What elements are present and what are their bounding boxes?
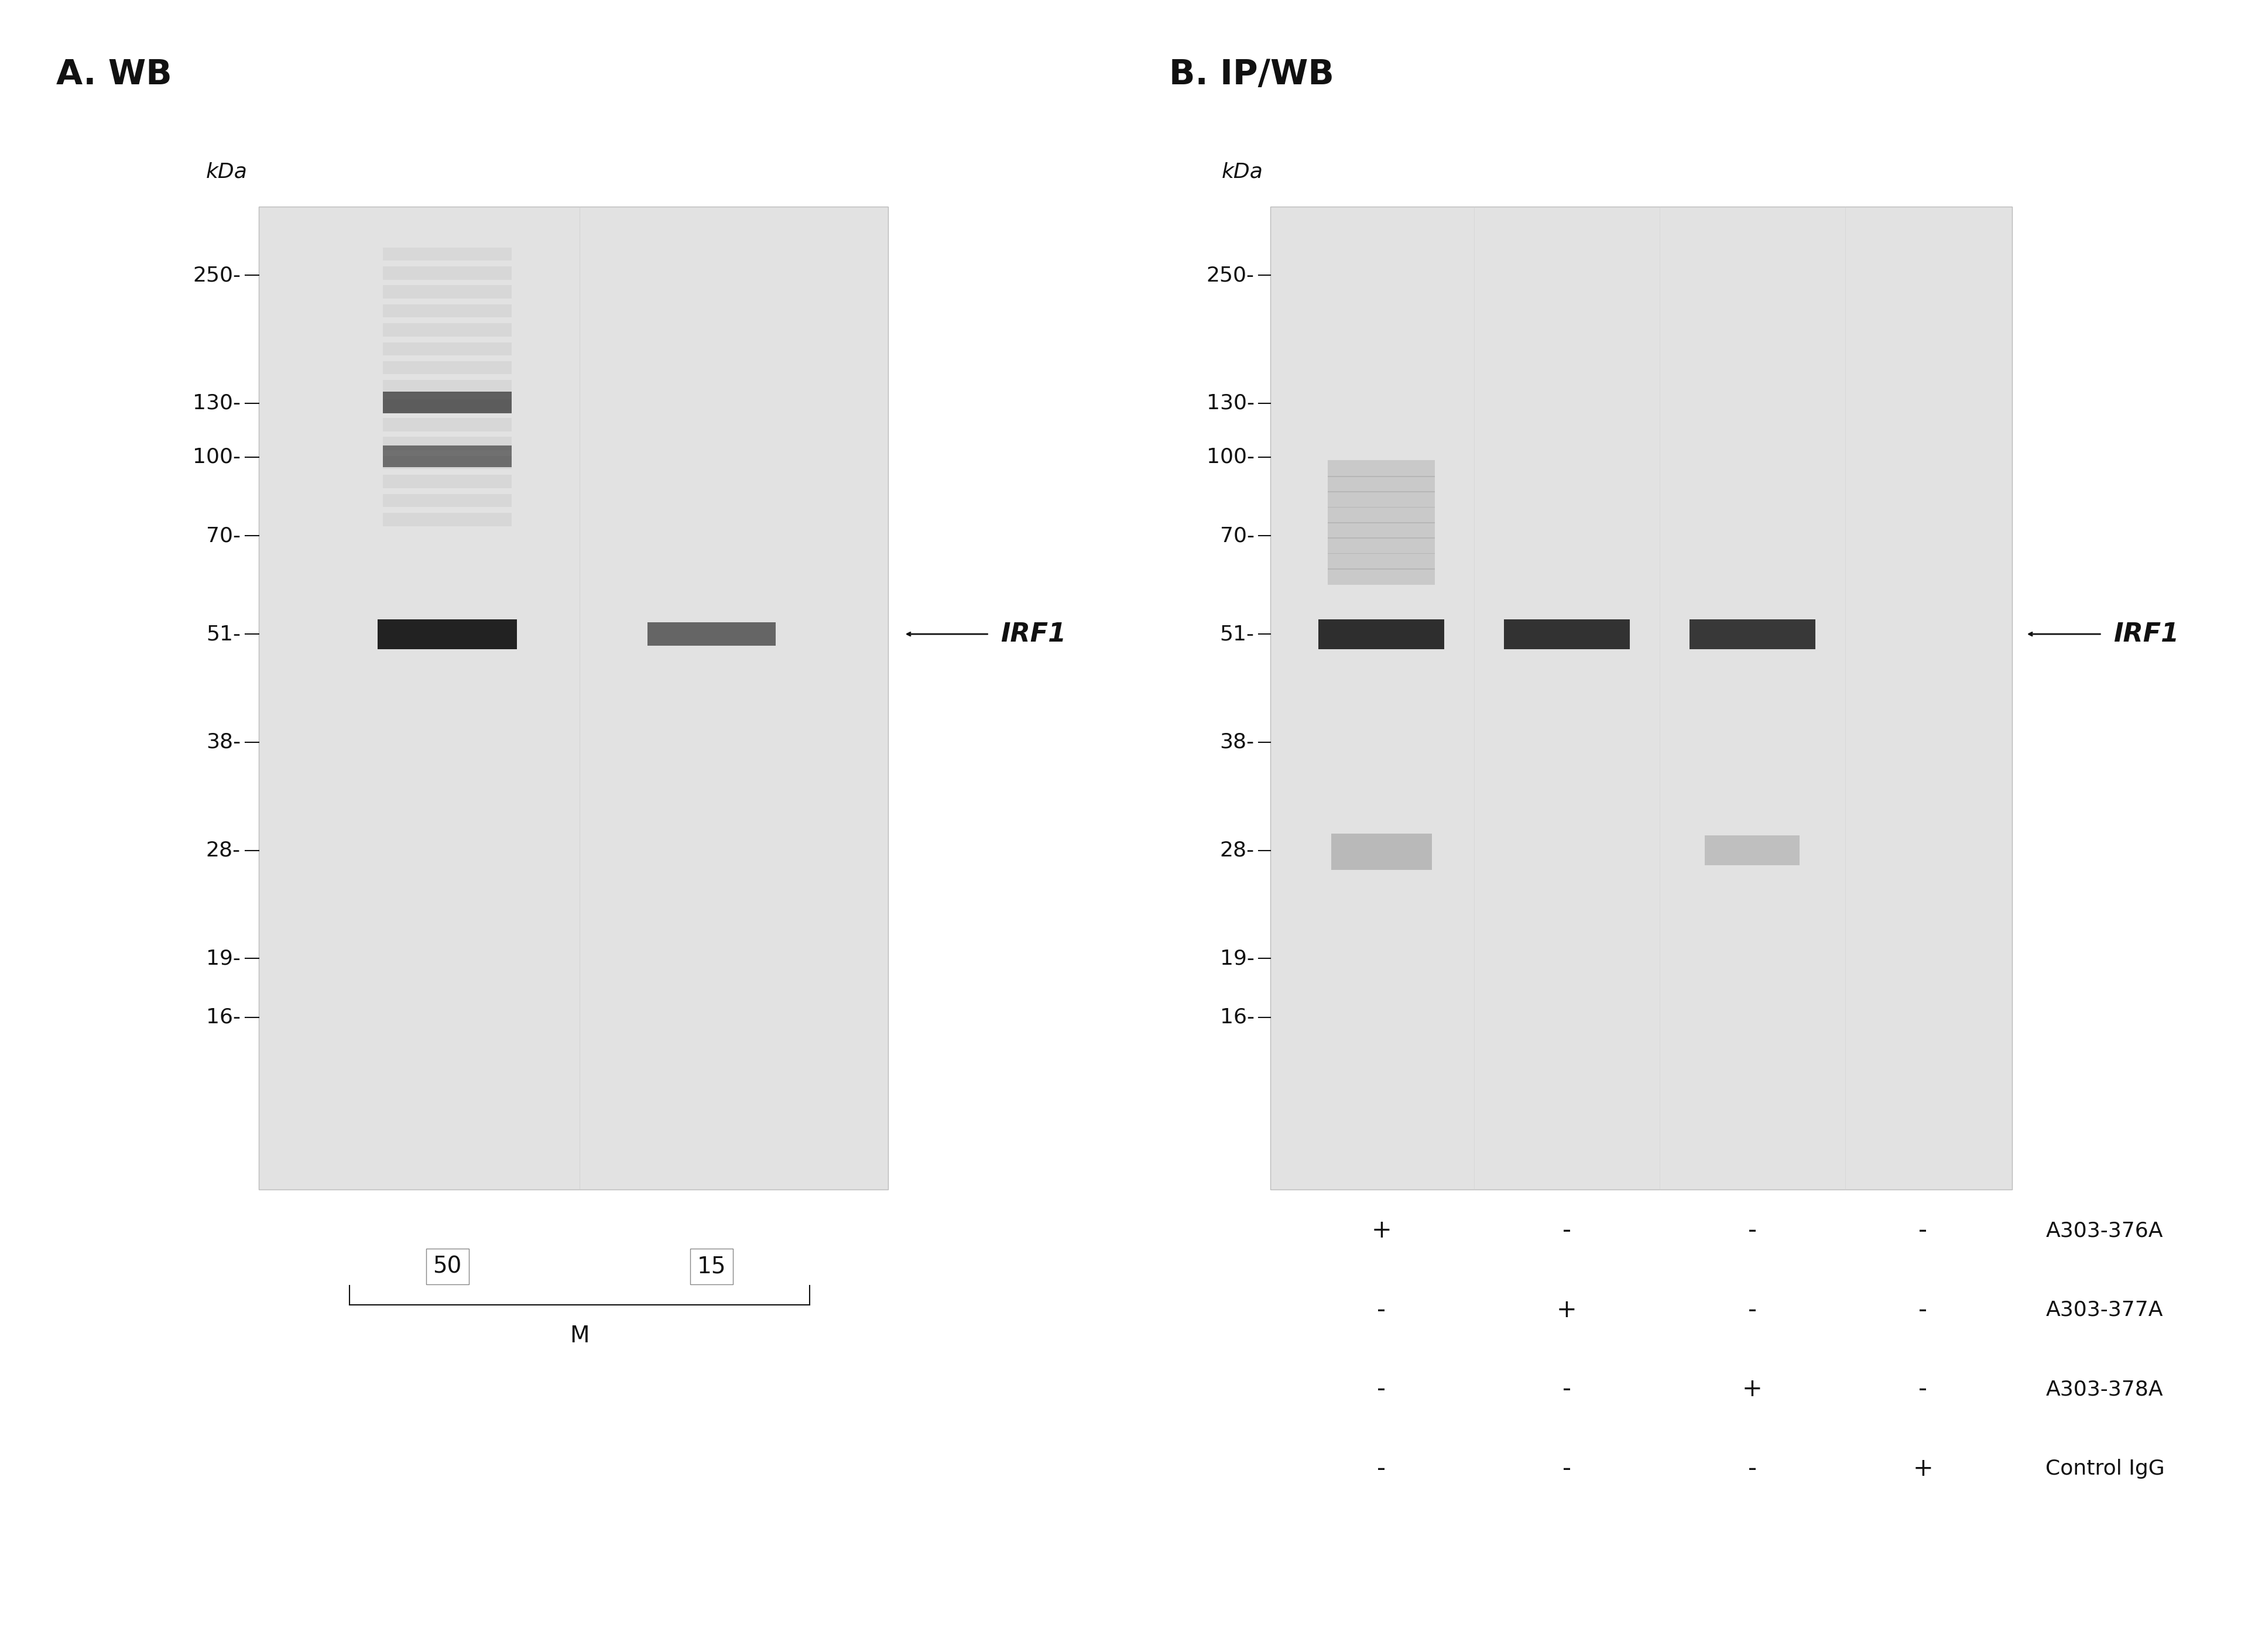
Bar: [1317, 620, 1445, 649]
Text: 50: 50: [434, 1256, 461, 1277]
Bar: [382, 248, 513, 261]
Bar: [1329, 461, 1434, 477]
Bar: [1704, 836, 1801, 866]
Bar: [382, 400, 513, 413]
Bar: [1504, 620, 1630, 649]
Text: A. WB: A. WB: [56, 58, 171, 91]
Text: kDa: kDa: [1223, 162, 1263, 182]
Bar: [382, 418, 513, 431]
Text: +: +: [1371, 1219, 1392, 1242]
Bar: [382, 380, 513, 393]
Text: IRF1: IRF1: [1000, 621, 1066, 646]
Text: -: -: [1749, 1219, 1756, 1242]
Text: -: -: [1562, 1378, 1571, 1401]
Text: -: -: [1749, 1298, 1756, 1322]
Bar: [382, 438, 513, 451]
Bar: [382, 494, 513, 507]
Text: 16-: 16-: [1221, 1008, 1254, 1028]
Bar: [647, 623, 776, 646]
Bar: [382, 304, 513, 317]
Text: 100-: 100-: [193, 448, 241, 468]
Text: Control IgG: Control IgG: [2046, 1459, 2165, 1479]
Bar: [382, 342, 513, 355]
Text: 28-: 28-: [1221, 841, 1254, 861]
Bar: [1270, 206, 2012, 1189]
Text: 250-: 250-: [1207, 266, 1254, 286]
Text: -: -: [1918, 1378, 1927, 1401]
Text: +: +: [1556, 1298, 1578, 1322]
Text: 19-: 19-: [1221, 948, 1254, 968]
Bar: [382, 392, 513, 413]
Text: +: +: [1913, 1457, 1933, 1480]
Text: 38-: 38-: [207, 732, 241, 752]
Text: -: -: [1378, 1457, 1385, 1480]
Bar: [259, 206, 888, 1189]
Bar: [1688, 620, 1816, 649]
Text: -: -: [1378, 1298, 1385, 1322]
Text: 15: 15: [697, 1256, 726, 1277]
Text: kDa: kDa: [207, 162, 247, 182]
Text: A303-376A: A303-376A: [2046, 1221, 2163, 1241]
Text: -: -: [1562, 1457, 1571, 1480]
Text: IRF1: IRF1: [2113, 621, 2178, 646]
Bar: [382, 324, 513, 337]
Bar: [382, 286, 513, 299]
Text: 16-: 16-: [207, 1008, 241, 1028]
Text: 100-: 100-: [1207, 448, 1254, 468]
Bar: [382, 362, 513, 375]
Text: -: -: [1918, 1298, 1927, 1322]
Text: 51-: 51-: [207, 624, 241, 644]
Bar: [382, 266, 513, 279]
Text: +: +: [1742, 1378, 1762, 1401]
Bar: [382, 512, 513, 525]
Bar: [378, 620, 517, 649]
Text: M: M: [569, 1325, 589, 1346]
Bar: [1329, 553, 1434, 570]
Bar: [1329, 537, 1434, 553]
Text: -: -: [1562, 1219, 1571, 1242]
Text: -: -: [1378, 1378, 1385, 1401]
Text: A303-378A: A303-378A: [2046, 1379, 2163, 1399]
Bar: [382, 446, 513, 468]
Bar: [1329, 507, 1434, 524]
Bar: [1329, 522, 1434, 539]
Text: 51-: 51-: [1221, 624, 1254, 644]
Text: 19-: 19-: [207, 948, 241, 968]
Text: A303-377A: A303-377A: [2046, 1300, 2163, 1320]
Text: -: -: [1918, 1219, 1927, 1242]
Bar: [382, 474, 513, 487]
Text: 38-: 38-: [1221, 732, 1254, 752]
Text: B. IP/WB: B. IP/WB: [1169, 58, 1333, 91]
Text: -: -: [1749, 1457, 1756, 1480]
Text: 28-: 28-: [207, 841, 241, 861]
Text: 130-: 130-: [1207, 393, 1254, 413]
Text: 250-: 250-: [193, 266, 241, 286]
Bar: [1331, 834, 1432, 871]
Bar: [382, 456, 513, 469]
Text: 70-: 70-: [207, 525, 241, 545]
Bar: [1329, 568, 1434, 585]
Bar: [1329, 476, 1434, 492]
Text: 70-: 70-: [1221, 525, 1254, 545]
Text: 130-: 130-: [193, 393, 241, 413]
Bar: [1329, 491, 1434, 507]
